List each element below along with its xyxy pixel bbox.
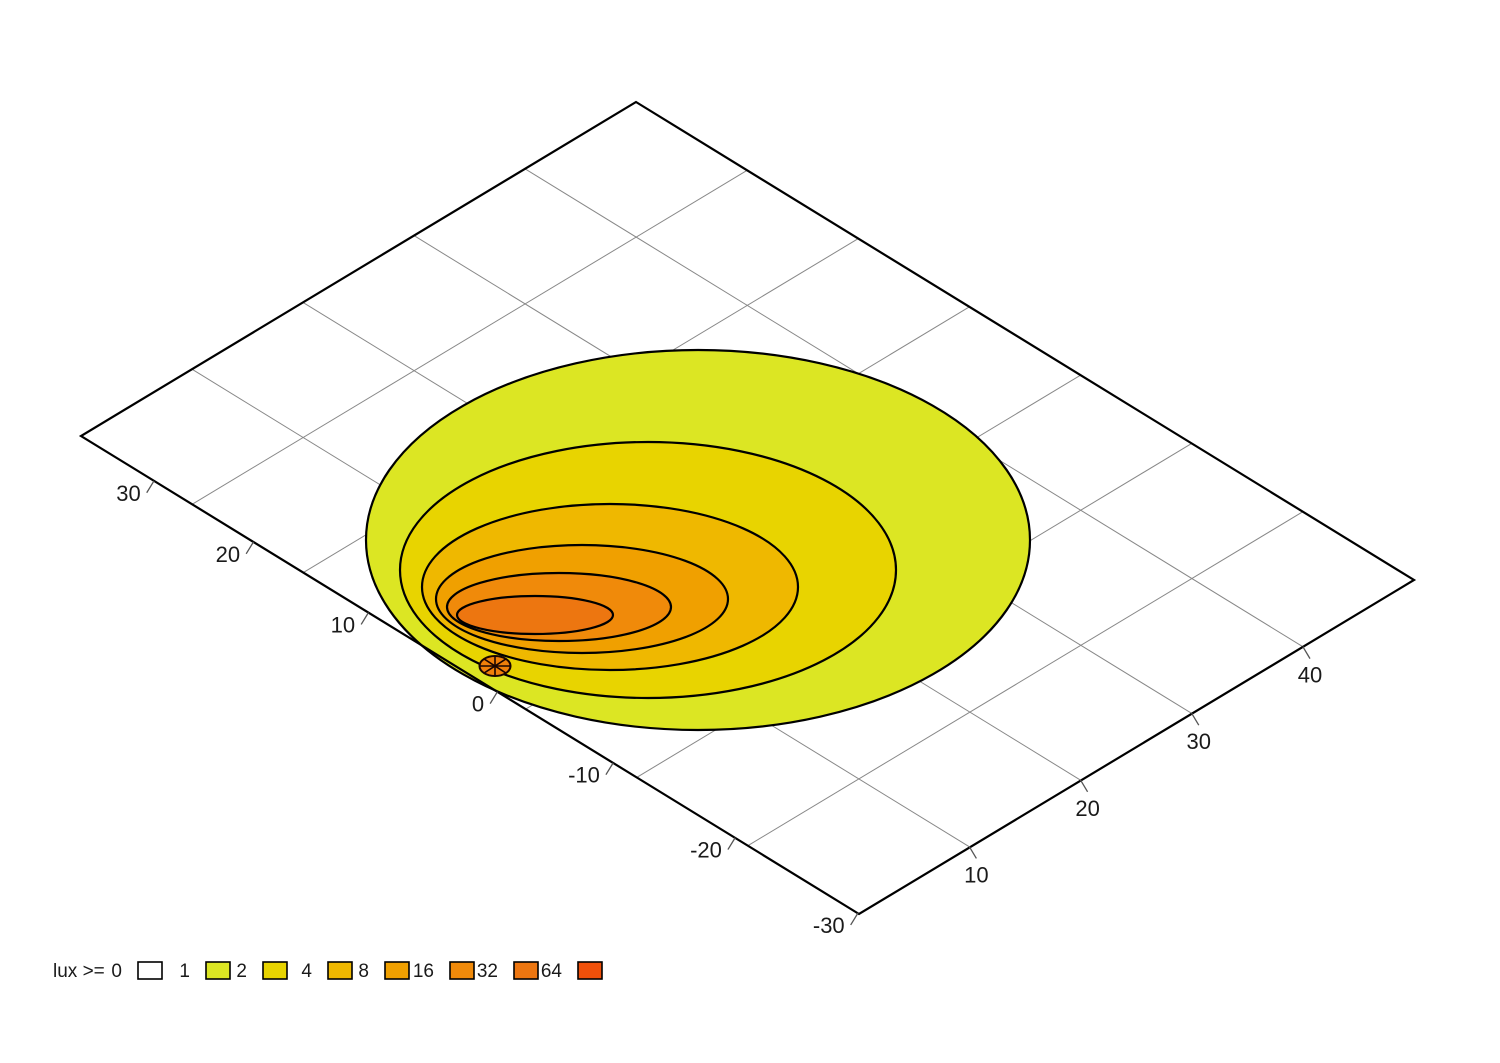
svg-text:30: 30 [116, 481, 140, 506]
svg-text:2: 2 [236, 961, 247, 982]
svg-text:30: 30 [1187, 729, 1211, 754]
svg-text:-10: -10 [568, 763, 600, 788]
svg-text:4: 4 [301, 961, 312, 982]
svg-text:16: 16 [413, 961, 434, 982]
svg-text:10: 10 [964, 862, 988, 887]
svg-text:lux >=: lux >= [53, 961, 105, 982]
svg-text:-30: -30 [813, 913, 845, 938]
svg-text:1: 1 [179, 961, 190, 982]
svg-text:10: 10 [331, 612, 355, 637]
svg-text:20: 20 [216, 542, 240, 567]
svg-text:20: 20 [1075, 796, 1099, 821]
svg-text:64: 64 [541, 961, 563, 982]
svg-text:0: 0 [472, 692, 484, 717]
svg-text:40: 40 [1298, 663, 1322, 688]
svg-text:0: 0 [111, 961, 122, 982]
svg-text:8: 8 [358, 961, 369, 982]
svg-text:-20: -20 [690, 838, 722, 863]
svg-text:32: 32 [477, 961, 498, 982]
